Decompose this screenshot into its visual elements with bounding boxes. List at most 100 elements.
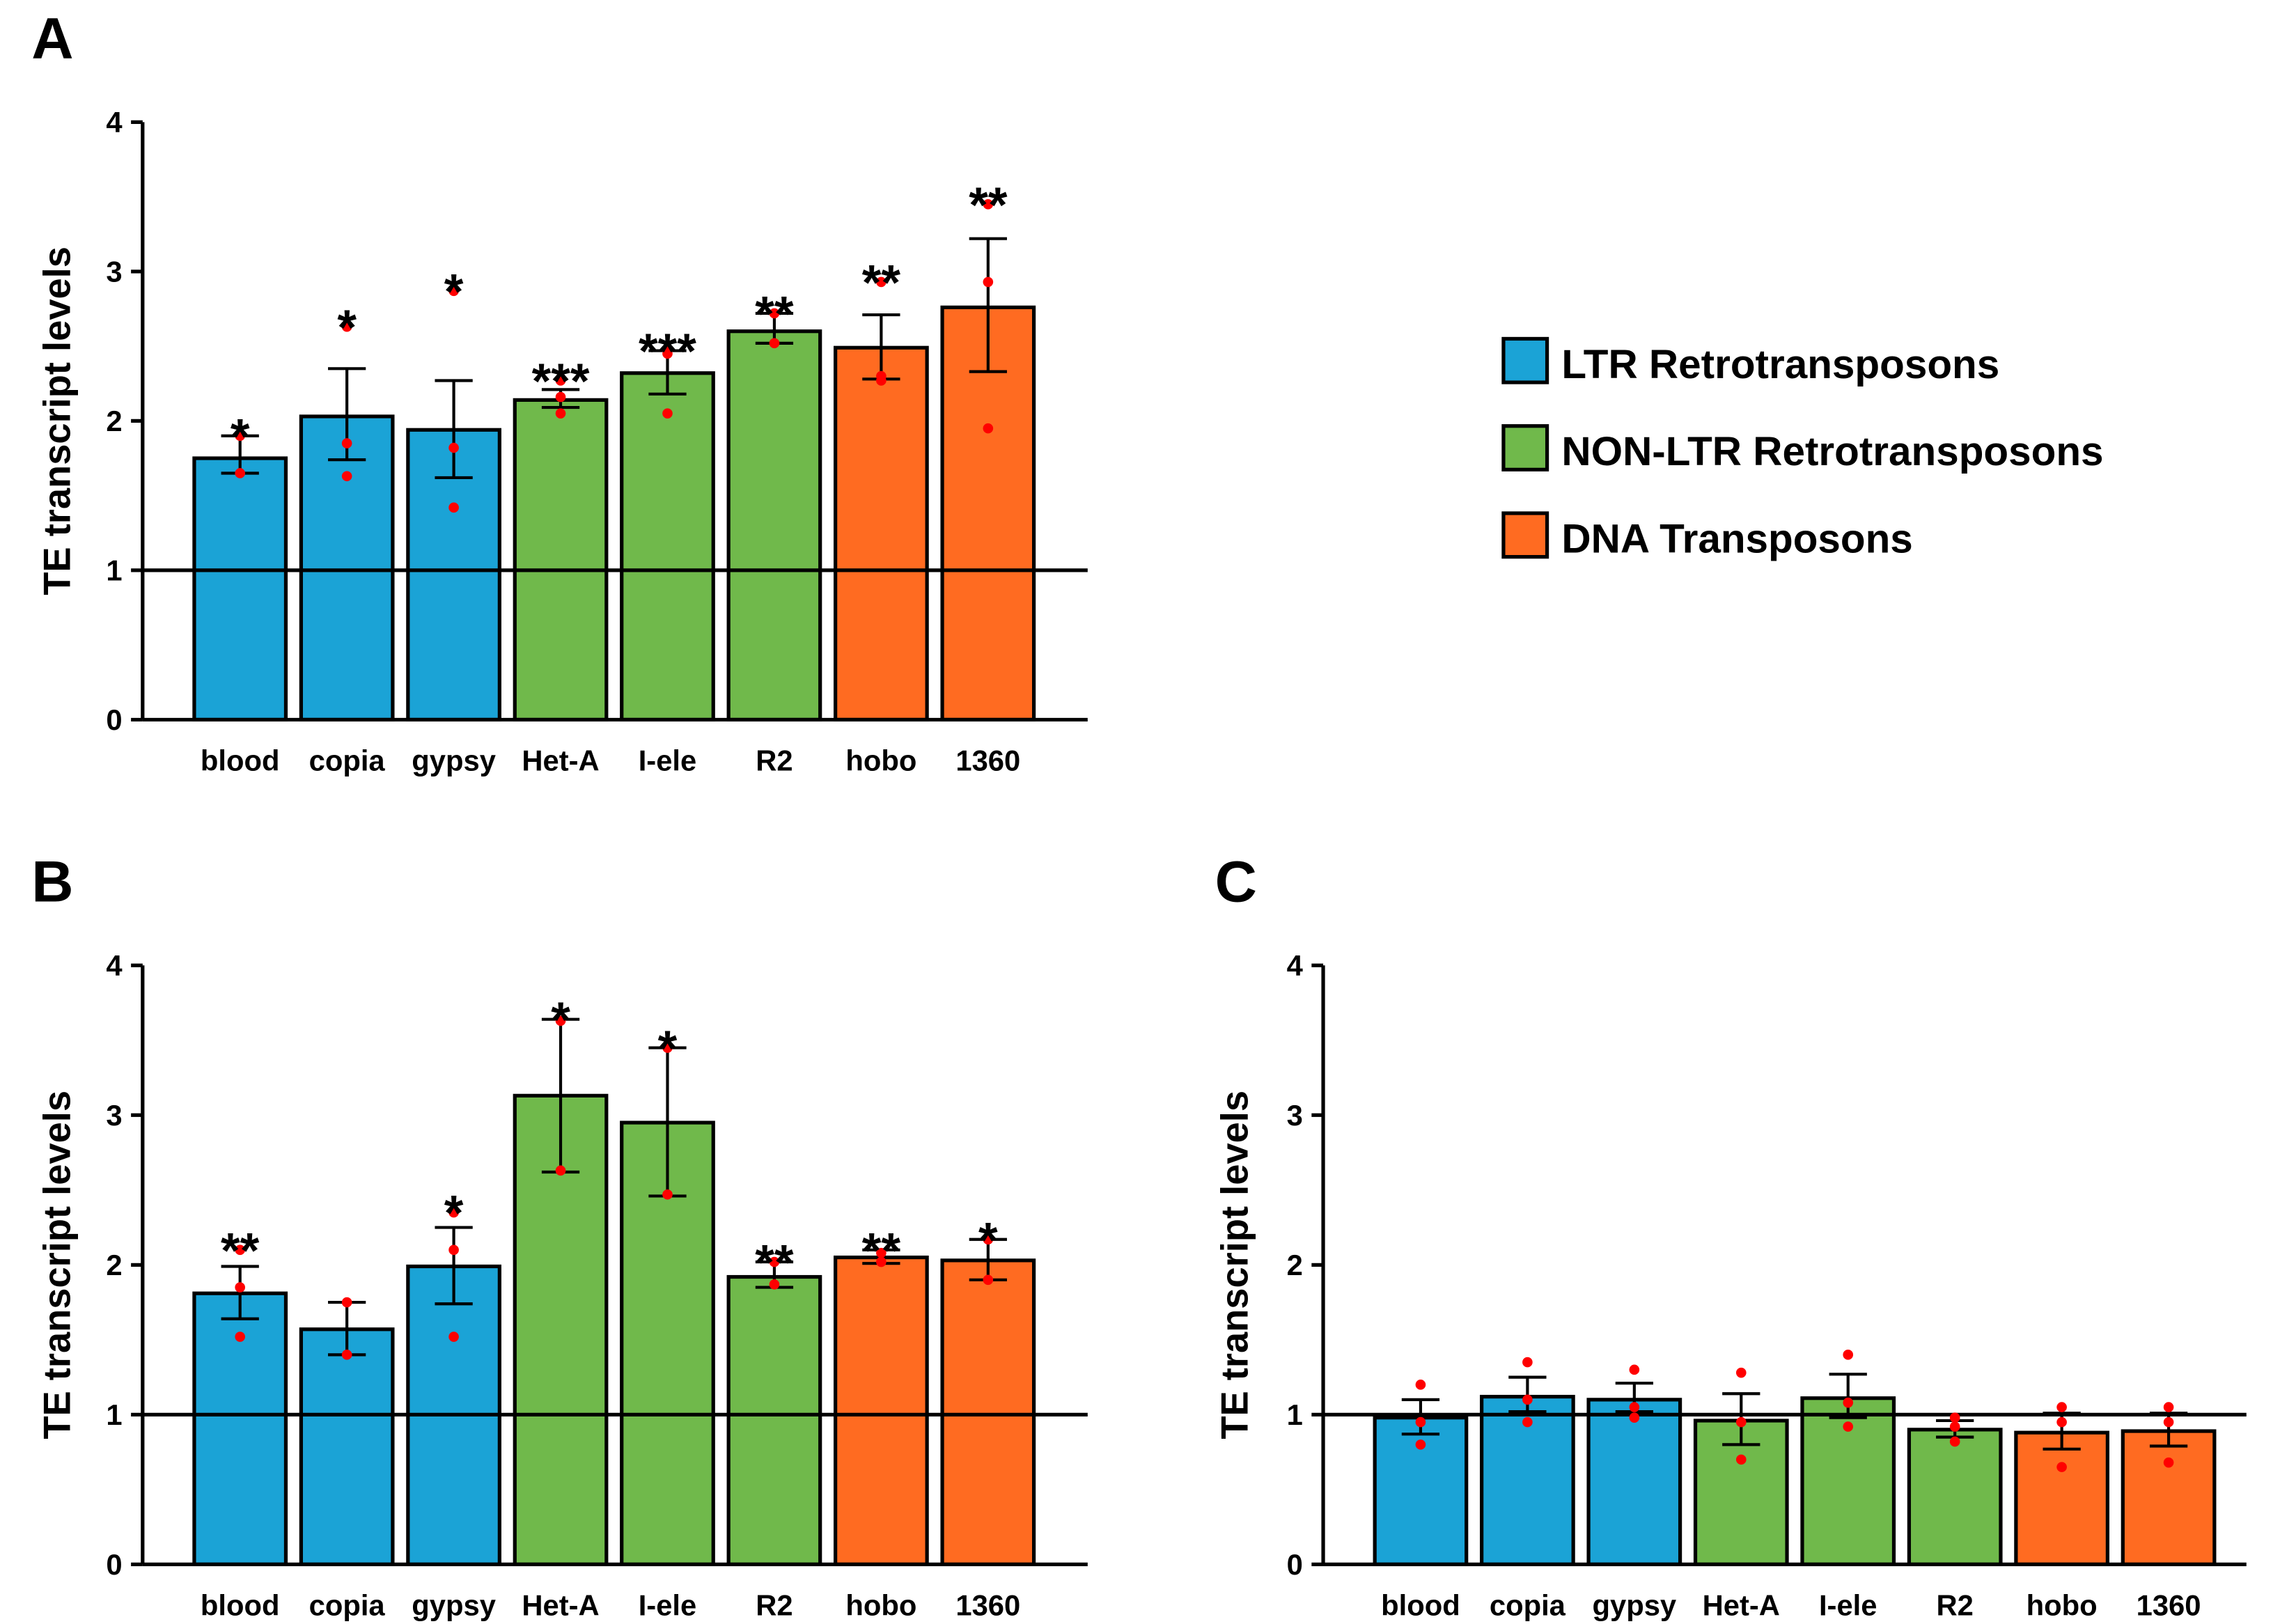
data-point xyxy=(1522,1357,1533,1368)
data-point xyxy=(2056,1416,2067,1428)
y-tick-label: 3 xyxy=(106,1099,122,1132)
y-tick-label: 0 xyxy=(1287,1548,1303,1581)
data-point xyxy=(1629,1402,1640,1412)
y-tick-label: 2 xyxy=(1287,1249,1303,1281)
x-tick-label: R2 xyxy=(756,744,792,776)
y-tick-label: 1 xyxy=(1287,1398,1303,1431)
significance-marker: ** xyxy=(969,178,1008,233)
bar-R2 xyxy=(726,329,822,722)
bar-gypsy xyxy=(1586,1398,1682,1567)
y-tick-label: 2 xyxy=(106,405,122,437)
x-tick-label: blood xyxy=(201,744,280,776)
data-point xyxy=(555,391,566,403)
data-point xyxy=(555,1015,566,1026)
panel-label: B xyxy=(31,848,73,914)
y-tick-label: 3 xyxy=(106,255,122,288)
data-point xyxy=(983,199,994,210)
significance-marker: *** xyxy=(639,325,696,380)
x-tick-label: gypsy xyxy=(412,1588,496,1621)
data-point xyxy=(448,1332,459,1342)
data-point xyxy=(2056,1462,2067,1472)
x-tick-label: R2 xyxy=(756,1588,792,1621)
data-point xyxy=(769,1256,780,1267)
x-tick-label: hobo xyxy=(845,1588,916,1621)
data-point xyxy=(448,502,459,513)
bar-Het-A xyxy=(513,398,609,722)
significance-marker: * xyxy=(658,1022,678,1077)
legend-label: LTR Retrotransposons xyxy=(1561,342,1999,387)
data-point xyxy=(1735,1416,1747,1428)
y-tick-label: 1 xyxy=(106,554,122,587)
bar-R2 xyxy=(1907,1428,2003,1567)
bar-copia xyxy=(299,1327,395,1567)
data-point xyxy=(235,1282,245,1293)
data-point xyxy=(235,1244,245,1256)
y-tick-label: 4 xyxy=(106,106,122,139)
data-point xyxy=(769,308,780,319)
data-point xyxy=(2056,1402,2067,1412)
panel-B: BTE transcript levels **blood copia*gypsy*… xyxy=(31,848,1088,1621)
data-point xyxy=(555,408,566,419)
data-point xyxy=(983,423,994,434)
data-point xyxy=(1843,1397,1854,1408)
y-axis-label: TE transcript levels xyxy=(36,247,78,595)
data-point xyxy=(235,430,245,442)
significance-marker: ** xyxy=(755,287,794,342)
data-point xyxy=(555,375,566,386)
data-point xyxy=(876,1247,887,1258)
data-point xyxy=(1843,1350,1854,1360)
significance-marker: * xyxy=(978,1213,998,1268)
y-axis-label: TE transcript levels xyxy=(1213,1091,1256,1439)
data-point xyxy=(1522,1416,1533,1428)
significance-marker: *** xyxy=(532,354,590,409)
data-point xyxy=(341,471,352,482)
data-point xyxy=(2163,1416,2174,1428)
data-point xyxy=(876,1256,887,1267)
data-point xyxy=(769,338,780,349)
data-point xyxy=(448,1207,459,1218)
data-point xyxy=(1949,1436,1960,1447)
bar-I-ele xyxy=(620,371,715,722)
data-point xyxy=(1415,1416,1426,1428)
x-tick-label: blood xyxy=(1381,1588,1460,1621)
bar-hobo xyxy=(2014,1430,2109,1567)
y-tick-label: 1 xyxy=(106,1398,122,1431)
y-tick-label: 3 xyxy=(1287,1099,1303,1132)
legend-swatch-DNA xyxy=(1501,511,1549,559)
x-tick-label: I-ele xyxy=(639,1588,697,1621)
y-tick-label: 0 xyxy=(106,1548,122,1581)
data-point xyxy=(2163,1402,2174,1412)
significance-marker: ** xyxy=(862,256,901,311)
legend-swatch-NONLTR xyxy=(1501,424,1549,471)
bar-Het-A xyxy=(513,1093,609,1567)
bar-blood xyxy=(192,456,288,722)
data-point xyxy=(1949,1421,1960,1432)
data-point xyxy=(235,1332,245,1342)
significance-marker: ** xyxy=(862,1224,901,1279)
data-point xyxy=(235,468,245,478)
data-point xyxy=(769,1279,780,1290)
significance-marker: * xyxy=(337,300,357,355)
panel-label: A xyxy=(31,6,73,71)
data-point xyxy=(448,286,459,297)
x-tick-label: 1360 xyxy=(955,744,1020,776)
x-tick-label: copia xyxy=(309,744,386,776)
bar-copia xyxy=(299,414,395,722)
data-point xyxy=(983,276,994,288)
legend-label: DNA Transposons xyxy=(1561,516,1912,561)
data-point xyxy=(448,442,459,453)
significance-marker: * xyxy=(231,409,250,464)
significance-marker: * xyxy=(444,265,464,320)
x-tick-label: copia xyxy=(1490,1588,1566,1621)
bar-1360 xyxy=(940,1258,1036,1567)
data-point xyxy=(983,1274,994,1286)
bar-hobo xyxy=(834,345,929,722)
y-tick-label: 4 xyxy=(1287,949,1303,982)
data-point xyxy=(662,1043,673,1053)
x-tick-label: 1360 xyxy=(955,1588,1020,1621)
data-point xyxy=(341,1297,352,1308)
legend-swatch-LTR xyxy=(1501,336,1549,384)
x-tick-label: Het-A xyxy=(1703,1588,1780,1621)
panel-A: A TE transcript levels * blood * copia * gypsy *… xyxy=(31,6,1088,776)
